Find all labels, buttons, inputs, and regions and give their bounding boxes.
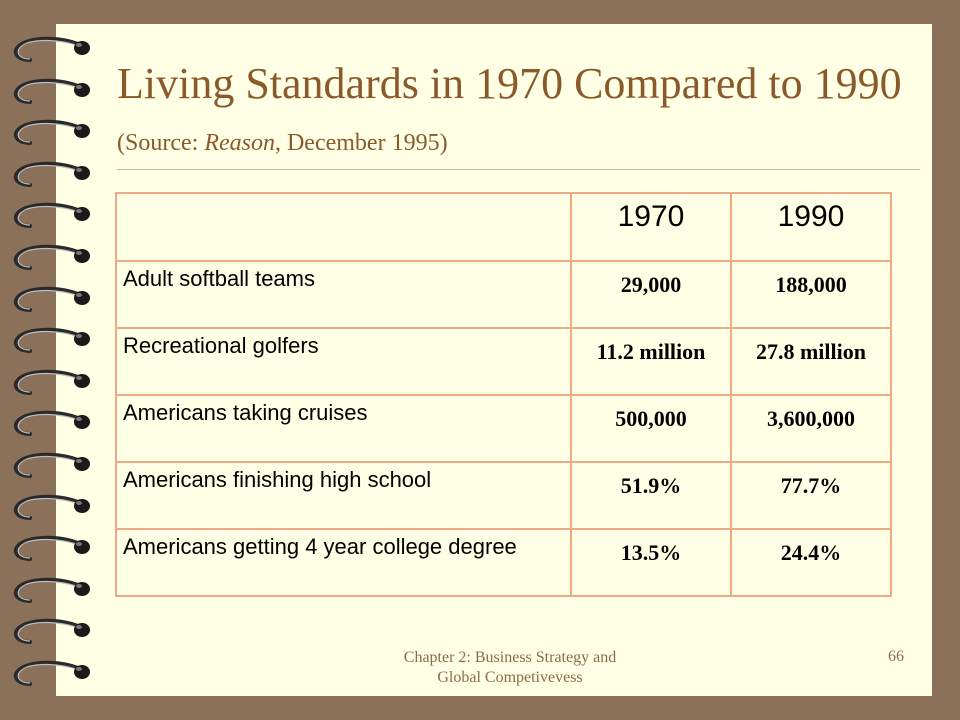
binding-ring-icon xyxy=(14,369,90,395)
binding-ring-icon xyxy=(14,535,90,561)
binding-ring-icon xyxy=(14,202,90,228)
binding-ring-icon xyxy=(14,410,90,436)
binding-ring-icon xyxy=(14,660,90,686)
living-standards-table: 1970 1990 Adult softball teams 29,000 18… xyxy=(115,192,892,597)
binding-ring-icon xyxy=(14,494,90,520)
table-row: Adult softball teams 29,000 188,000 xyxy=(115,260,892,329)
table-row: Americans taking cruises 500,000 3,600,0… xyxy=(115,394,892,463)
table-row: Recreational golfers 11.2 million 27.8 m… xyxy=(115,327,892,396)
row-label: Americans taking cruises xyxy=(115,394,572,463)
value-1970: 29,000 xyxy=(570,260,732,329)
title-divider xyxy=(117,169,920,170)
header-blank-cell xyxy=(115,192,572,262)
footer-line-1: Chapter 2: Business Strategy and xyxy=(403,649,617,666)
binding-ring-icon xyxy=(14,244,90,270)
header-1990: 1990 xyxy=(730,192,892,262)
binding-ring-icon xyxy=(14,119,90,145)
binding-ring-icon xyxy=(14,78,90,104)
row-label: Recreational golfers xyxy=(115,327,572,396)
slide-footer: Chapter 2: Business Strategy and Global … xyxy=(380,648,640,688)
row-label: Americans finishing high school xyxy=(115,461,572,530)
value-1990: 77.7% xyxy=(730,461,892,530)
page-number: 66 xyxy=(888,648,904,665)
table-header-row: 1970 1990 xyxy=(115,192,892,262)
value-1970: 51.9% xyxy=(570,461,732,530)
binding-ring-icon xyxy=(14,577,90,603)
value-1990: 188,000 xyxy=(730,260,892,329)
value-1990: 24.4% xyxy=(730,528,892,597)
row-label: Adult softball teams xyxy=(115,260,572,329)
header-1970: 1970 xyxy=(570,192,732,262)
binding-ring-icon xyxy=(14,286,90,312)
binding-ring-icon xyxy=(14,452,90,478)
binding-ring-icon xyxy=(14,36,90,62)
binding-ring-icon xyxy=(14,618,90,644)
value-1990: 27.8 million xyxy=(730,327,892,396)
title-source: (Source: Reason, December 1995) xyxy=(117,130,448,156)
title-main: Living Standards in 1970 Compared to 199… xyxy=(117,59,902,108)
table-row: Americans getting 4 year college degree … xyxy=(115,528,892,597)
value-1970: 13.5% xyxy=(570,528,732,597)
binding-ring-icon xyxy=(14,161,90,187)
row-label: Americans getting 4 year college degree xyxy=(115,528,572,597)
value-1990: 3,600,000 xyxy=(730,394,892,463)
value-1970: 11.2 million xyxy=(570,327,732,396)
slide-title: Living Standards in 1970 Compared to 199… xyxy=(117,58,917,169)
binding-ring-icon xyxy=(14,327,90,353)
footer-line-2: Global Competivevess xyxy=(437,669,583,686)
value-1970: 500,000 xyxy=(570,394,732,463)
table-row: Americans finishing high school 51.9% 77… xyxy=(115,461,892,530)
